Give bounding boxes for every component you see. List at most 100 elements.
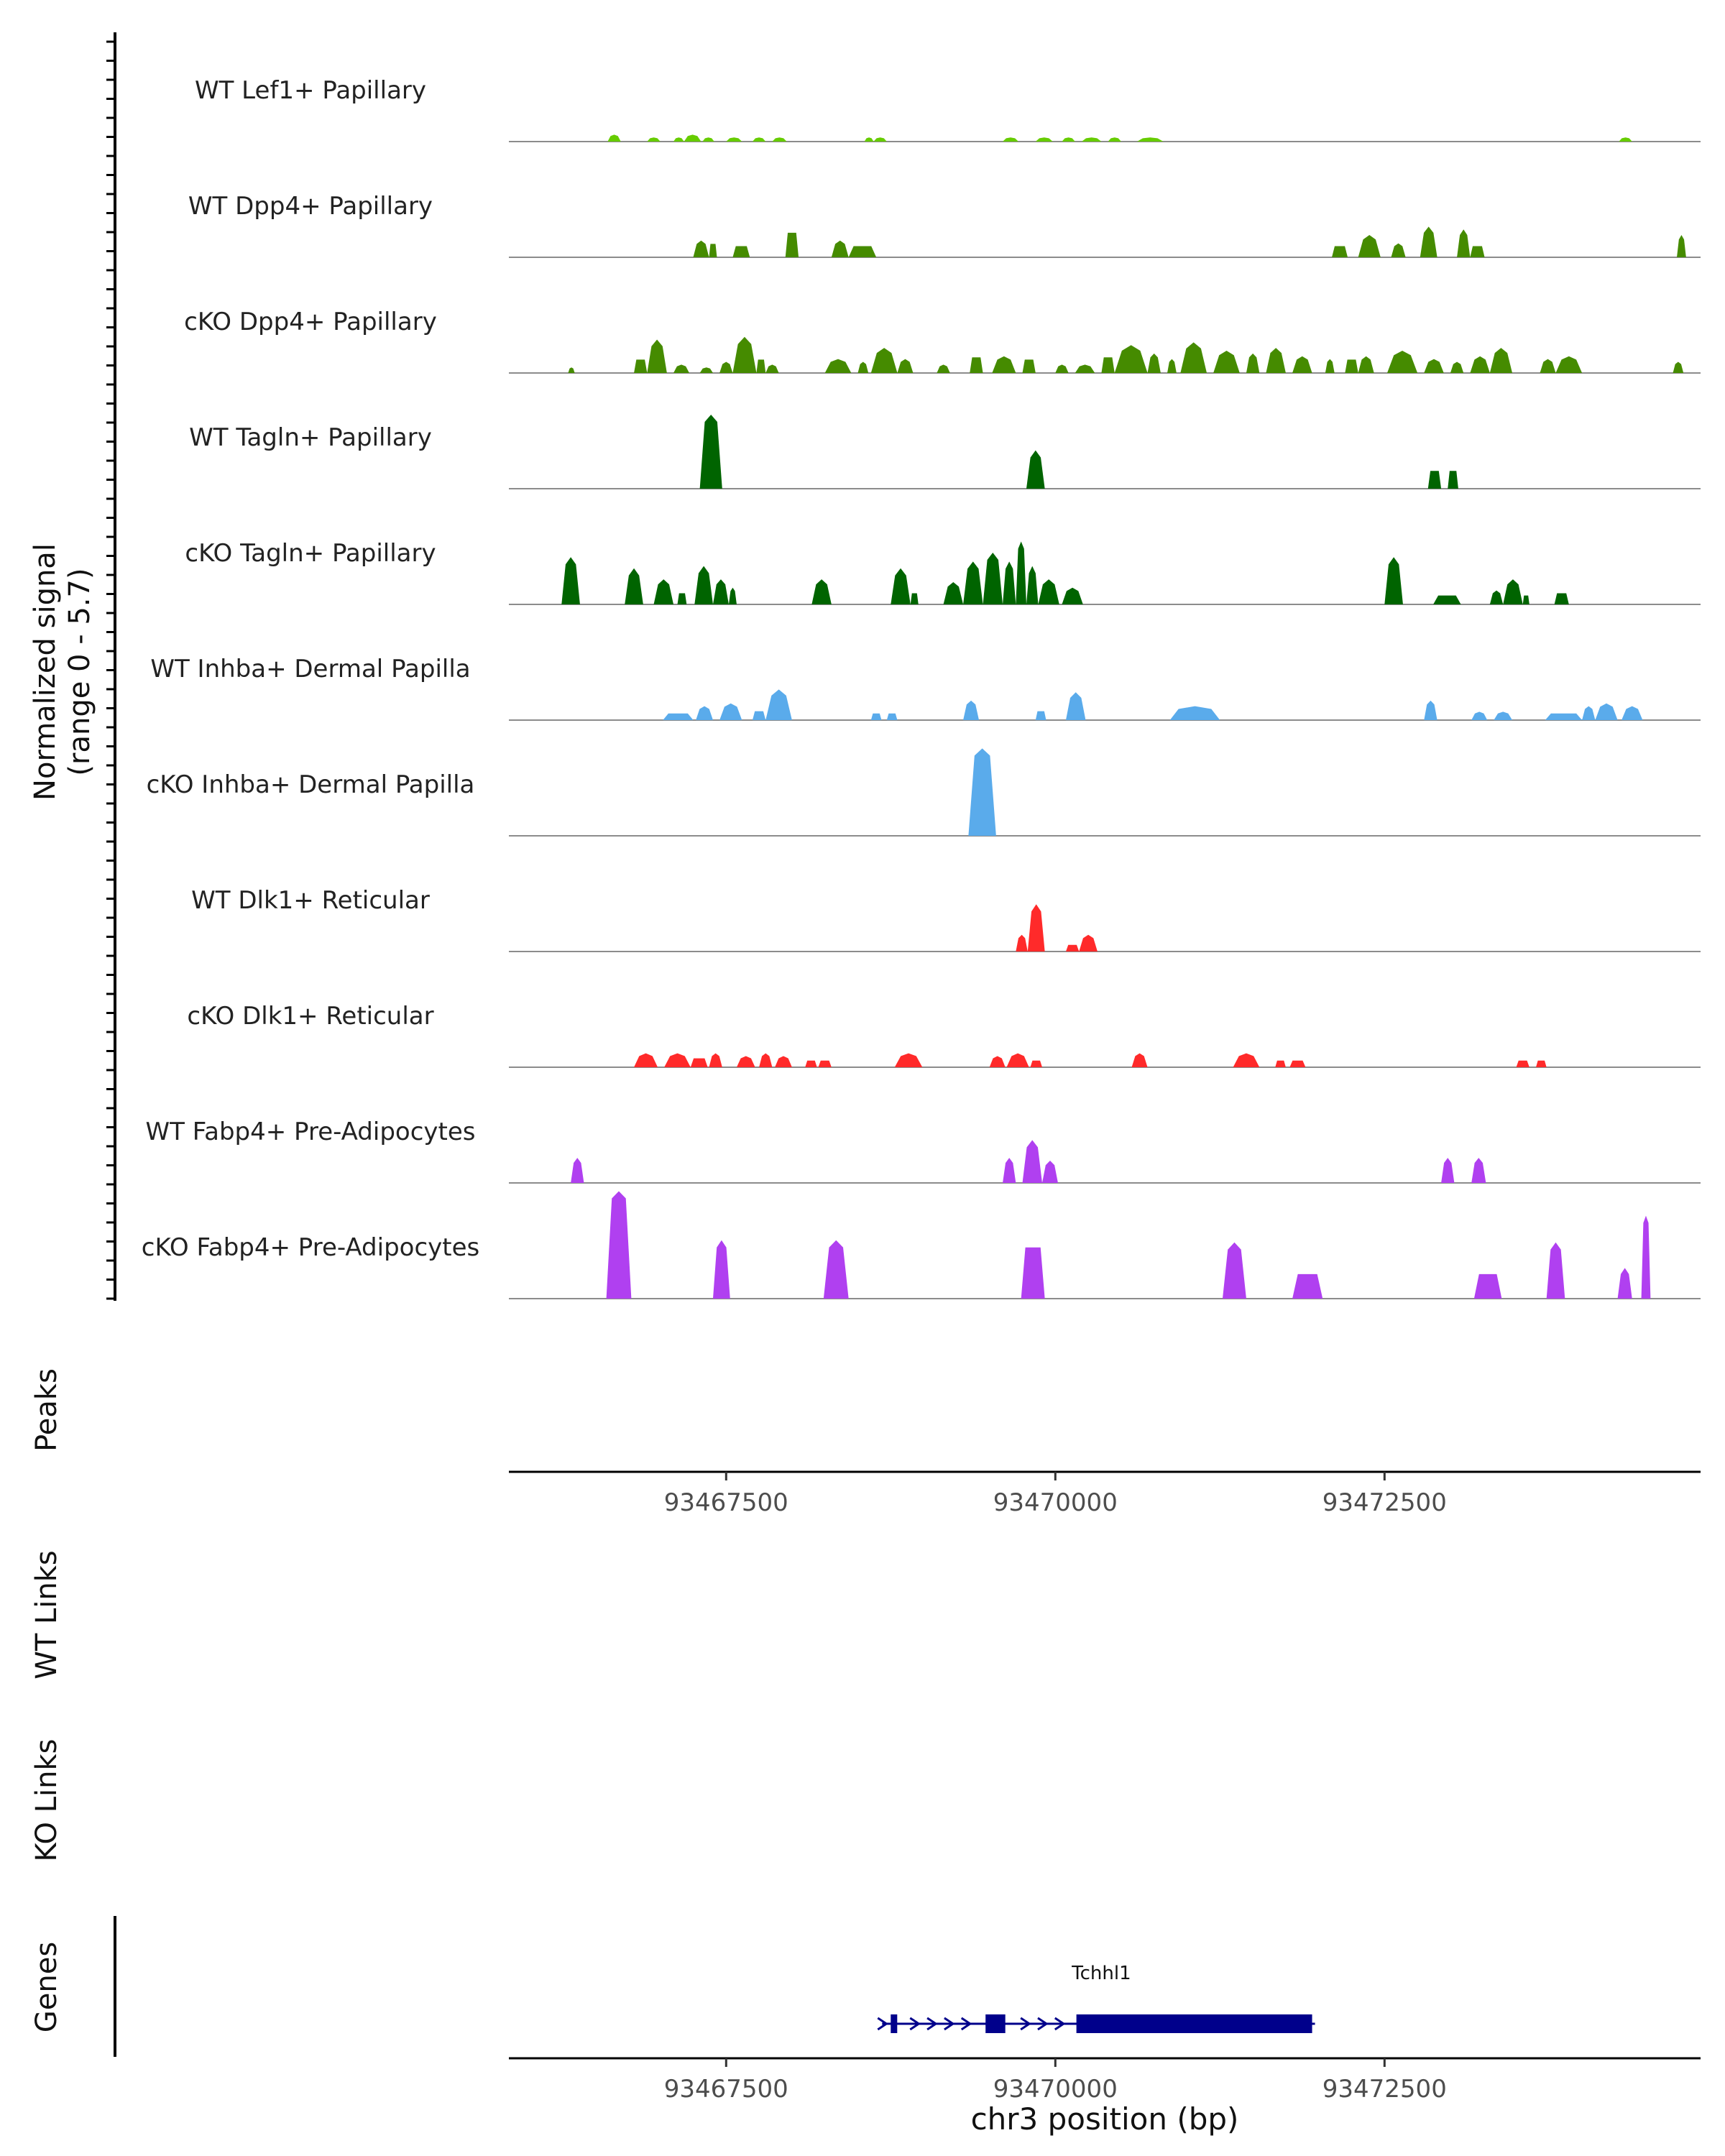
signal-peak — [1079, 934, 1098, 952]
signal-peak — [1641, 1215, 1651, 1299]
signal-peak — [1003, 137, 1019, 142]
gene-exon — [1076, 2014, 1312, 2033]
track-label: cKO Dlk1+ Reticular — [187, 1002, 433, 1031]
gene-model: Tchhl1 — [877, 1963, 1315, 2033]
signal-peak — [1471, 711, 1488, 720]
signal-peak — [1522, 595, 1530, 604]
signal-peak — [1617, 1268, 1632, 1299]
signal-peak — [886, 713, 898, 720]
signal-peak — [1275, 1060, 1286, 1067]
signal-peak — [1489, 348, 1513, 373]
tracks-layer: WT Lef1+ Papillary WT Dpp4+ Papillary cKO … — [142, 76, 1701, 1299]
signal-peak — [719, 703, 742, 720]
signal-peak — [1345, 359, 1358, 373]
track-label: cKO Inhba+ Dermal Papilla — [147, 770, 475, 799]
genes-layer: Tchhl1 — [877, 1963, 1315, 2033]
signal-peak — [1470, 246, 1485, 257]
signal-peak — [1622, 706, 1643, 720]
signal-peak — [943, 582, 964, 604]
signal-peak — [1540, 359, 1556, 373]
signal-peak — [1673, 361, 1684, 373]
signal-peak — [1470, 356, 1490, 373]
signal-peak — [824, 359, 852, 373]
signal-peak — [1489, 590, 1504, 604]
signal-peak — [752, 711, 766, 720]
signal-peak — [693, 240, 709, 257]
signal-peak — [1424, 700, 1438, 720]
signal-peak — [1038, 579, 1059, 604]
signal-peak — [1473, 1273, 1502, 1299]
signal-peak — [726, 137, 742, 142]
track-label: WT Tagln+ Papillary — [189, 423, 432, 452]
signal-peak — [1233, 1053, 1260, 1067]
signal-peak — [647, 339, 667, 373]
signal-peak — [1035, 711, 1046, 720]
signal-peak — [696, 706, 713, 720]
signal-peak — [1081, 137, 1102, 142]
peaks-x-ticks: 93467500 93470000 93472500 — [664, 1472, 1447, 1517]
track-3: WT Tagln+ Papillary — [189, 415, 1701, 489]
signal-peak — [1136, 137, 1164, 142]
signal-peak — [1503, 579, 1523, 604]
signal-peak — [653, 579, 674, 604]
signal-peak — [989, 1056, 1006, 1067]
x-tick-label: 93472500 — [1322, 1488, 1447, 1517]
signal-peak — [970, 357, 983, 373]
signal-peak — [684, 134, 702, 142]
signal-peak — [1554, 593, 1569, 604]
signal-peak — [811, 579, 832, 604]
signal-peak — [709, 1053, 722, 1067]
signal-peak — [1292, 1273, 1323, 1299]
signal-peak — [647, 137, 661, 142]
signal-peak — [1358, 235, 1381, 257]
signal-peak — [1384, 557, 1403, 604]
strand-arrow — [909, 2017, 921, 2031]
signal-peak — [1441, 1158, 1455, 1183]
x-tick-label: 93467500 — [664, 1488, 788, 1517]
signal-peak — [818, 1060, 832, 1067]
signal-peak — [1433, 595, 1461, 604]
signal-peak — [712, 579, 729, 604]
signal-peak — [702, 137, 714, 142]
signal-peak — [571, 1158, 584, 1183]
wt-links-panel-label: WT Links — [30, 1550, 63, 1679]
signal-peak — [1289, 1060, 1306, 1067]
gene-label: Tchhl1 — [1071, 1963, 1131, 1984]
track-5: WT Inhba+ Dermal Papilla — [150, 655, 1701, 721]
signal-peak — [873, 137, 887, 142]
signal-peak — [664, 1053, 691, 1067]
signal-peak — [663, 713, 694, 720]
signal-peak — [1516, 1060, 1530, 1067]
signal-peak — [772, 137, 787, 142]
track-label: WT Inhba+ Dermal Papilla — [150, 655, 470, 683]
track-9: WT Fabp4+ Pre-Adipocytes — [146, 1118, 1701, 1184]
signal-peak — [857, 361, 869, 373]
signal-peak — [634, 359, 648, 373]
x-tick-label: 93470000 — [993, 1488, 1118, 1517]
peaks-panel-label: Peaks — [30, 1368, 63, 1452]
track-1: WT Dpp4+ Papillary — [188, 192, 1701, 258]
signal-peak — [694, 566, 713, 604]
signal-peak — [1003, 1158, 1016, 1183]
signal-peak — [1582, 706, 1596, 720]
track-10: cKO Fabp4+ Pre-Adipocytes — [142, 1191, 1701, 1299]
signal-peak — [1041, 1161, 1058, 1183]
signal-peak — [728, 587, 737, 604]
strand-arrow — [877, 2017, 888, 2031]
signal-peak — [1420, 226, 1438, 257]
signal-peak — [963, 700, 980, 720]
signal-peak — [1595, 703, 1618, 720]
signal-peak — [1213, 351, 1240, 373]
genes-x-ticks: 93467500 93470000 93472500 — [664, 2058, 1447, 2104]
signal-peak — [870, 713, 882, 720]
signal-peak — [1065, 692, 1086, 720]
signal-peak — [1222, 1242, 1246, 1299]
track-4: cKO Tagln+ Papillary — [185, 539, 1701, 605]
strand-arrow — [1037, 2017, 1049, 2031]
strand-arrow — [960, 2017, 972, 2031]
track-7: WT Dlk1+ Reticular — [191, 886, 1701, 952]
signal-peak — [1246, 353, 1260, 373]
signal-peak — [1266, 348, 1286, 373]
signal-peak — [1457, 229, 1471, 257]
signal-peak — [823, 1240, 849, 1299]
